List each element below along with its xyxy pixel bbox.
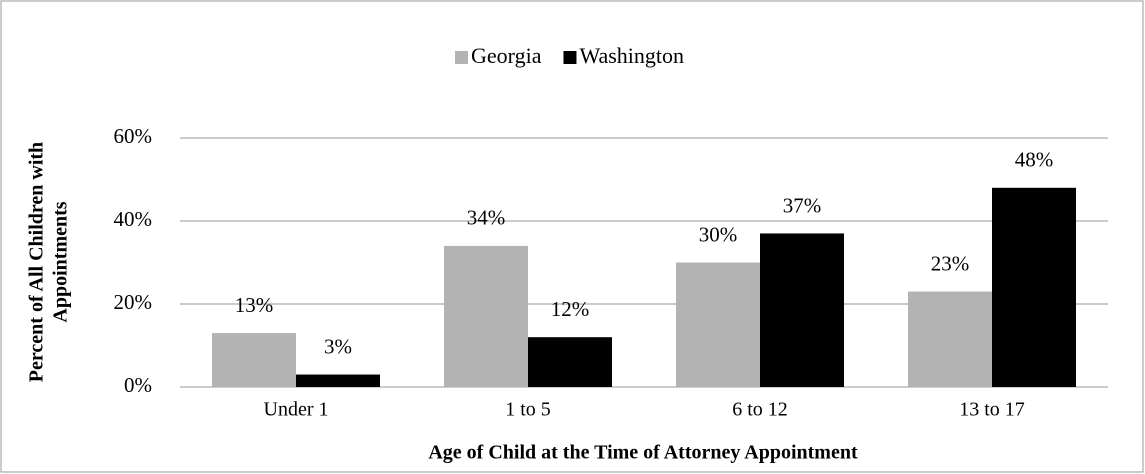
data-label: 3% — [324, 334, 352, 358]
bar — [676, 262, 760, 387]
bar — [760, 233, 844, 387]
bar — [296, 374, 380, 387]
bar — [908, 291, 992, 387]
legend-label: Washington — [579, 43, 684, 68]
data-label: 12% — [551, 297, 590, 321]
y-tick-label: 40% — [114, 207, 153, 231]
data-label: 23% — [931, 251, 970, 275]
legend-swatch — [455, 51, 468, 64]
data-label: 37% — [783, 193, 822, 217]
x-axis-title: Age of Child at the Time of Attorney App… — [428, 442, 858, 464]
y-tick-label: 0% — [124, 373, 152, 397]
y-tick-label: 60% — [114, 124, 153, 148]
x-tick-label: 13 to 17 — [959, 399, 1025, 421]
x-tick-label: Under 1 — [264, 399, 329, 421]
y-axis-title: Appointments — [50, 201, 72, 322]
data-label: 34% — [467, 206, 506, 230]
data-label: 30% — [699, 222, 738, 246]
bar — [992, 187, 1076, 387]
x-tick-label: 6 to 12 — [732, 399, 788, 421]
legend-swatch — [563, 51, 577, 64]
data-label: 48% — [1015, 148, 1054, 172]
x-tick-label: 1 to 5 — [505, 399, 551, 421]
bar — [444, 245, 528, 387]
data-label: 13% — [235, 293, 274, 317]
legend-label: Georgia — [471, 43, 542, 68]
bar — [212, 333, 296, 387]
y-tick-label: 20% — [114, 290, 153, 314]
y-axis-title: Percent of All Children with — [26, 142, 48, 382]
bar — [528, 337, 612, 387]
